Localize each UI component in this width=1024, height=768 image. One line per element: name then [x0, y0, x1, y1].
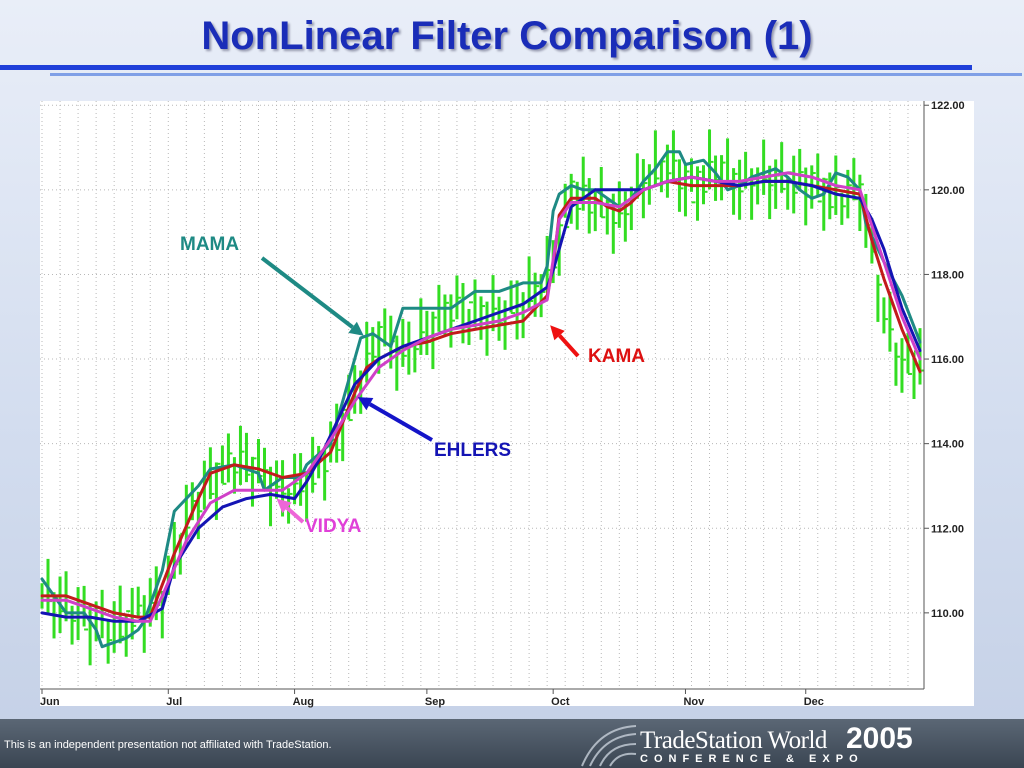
globe-logo-icon [581, 725, 637, 767]
x-tick-label: Jul [166, 696, 182, 708]
x-tick-label: Jun [40, 696, 60, 708]
y-tick-label: 114.00 [931, 439, 964, 451]
annotation-arrowhead [348, 321, 364, 336]
disclaimer-text: This is an independent presentation not … [4, 739, 332, 751]
title-rule-light [50, 73, 1022, 76]
annotation-arrow [368, 402, 433, 442]
x-axis-ticks: Jun Jul Aug Sep Oct Nov Dec [40, 689, 824, 708]
x-tick-label: Aug [293, 696, 314, 708]
annotation-arrowhead [550, 325, 565, 341]
series-line-vidya [40, 171, 922, 623]
x-tick-label: Oct [551, 696, 570, 708]
y-tick-label: 112.00 [931, 523, 964, 535]
x-tick-label: Sep [425, 696, 445, 708]
annotation-label: VIDYA [305, 516, 362, 537]
slide-title: NonLinear Filter Comparison (1) [201, 14, 813, 58]
footer-bar [0, 719, 1024, 768]
annotation-arrow [285, 506, 305, 524]
x-tick-label: Nov [683, 696, 705, 708]
annotation-label: MAMA [180, 234, 239, 255]
annotation-arrowhead [276, 498, 292, 514]
x-tick-label: Dec [804, 696, 824, 708]
annotation-arrowhead [357, 397, 374, 411]
annotations: MAMA KAMA EHLERS VIDYA [180, 234, 645, 537]
y-tick-label: 120.00 [931, 185, 965, 197]
plot-background [40, 101, 974, 706]
title-rule [0, 65, 972, 70]
annotation-arrow [558, 334, 580, 358]
annotation-label: KAMA [588, 346, 645, 367]
logo-subtitle: CONFERENCE & EXPO [640, 753, 864, 765]
series-line-ehlers [40, 175, 922, 623]
y-tick-label: 122.00 [931, 100, 965, 112]
filter-lines [40, 150, 922, 649]
y-tick-label: 118.00 [931, 269, 964, 281]
y-axis-ticks: 110.00 112.00 114.00 116.00 118.00 120.00 122.… [924, 100, 965, 620]
annotation-label: EHLERS [434, 440, 511, 461]
y-tick-label: 116.00 [931, 354, 964, 366]
y-tick-label: 110.00 [931, 608, 964, 620]
logo-name: TradeStation World [640, 727, 827, 754]
logo-year: 2005 [846, 722, 913, 755]
annotation-arrow [260, 256, 354, 329]
